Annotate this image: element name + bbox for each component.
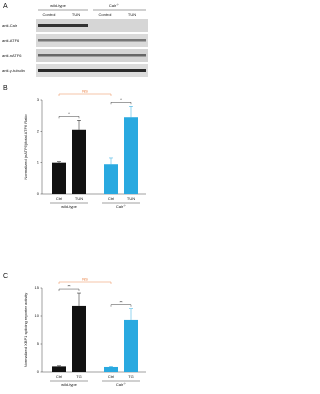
group-sup: -/-	[116, 2, 119, 6]
group-name: wild-type	[61, 204, 78, 209]
x-tick-label: TG	[76, 374, 82, 379]
x-tick-label: TUN	[127, 196, 135, 201]
error-bar	[129, 308, 133, 320]
x-tick-label: Ctrl	[108, 374, 114, 379]
figure: A wild-type Calr-/- Control TUN Control …	[2, 2, 148, 387]
y-tick-label: 0	[37, 369, 40, 374]
group-label: wild-type	[61, 382, 78, 387]
lane-label: Control	[99, 12, 112, 17]
y-tick-label: 10	[35, 313, 40, 318]
group-label: wild-type	[50, 3, 67, 8]
bar	[104, 164, 118, 194]
panel-label: C	[3, 273, 8, 280]
significance-bracket	[58, 93, 112, 96]
error-bar	[77, 120, 81, 130]
error-bar	[129, 106, 133, 118]
significance-label: NS	[82, 277, 88, 282]
group-name: Calr	[116, 382, 124, 387]
y-axis-label: Normalized XBP1 splicing reporter activi…	[23, 293, 28, 367]
significance-label: **	[119, 299, 123, 304]
significance-label: *	[120, 97, 122, 102]
group-name: Calr	[109, 3, 117, 8]
x-tick-label: Ctrl	[108, 196, 114, 201]
y-tick-label: 2	[37, 128, 40, 133]
significance-label: **	[67, 284, 71, 289]
blot	[36, 19, 148, 77]
error-bar	[109, 157, 113, 165]
panel-label: B	[3, 85, 8, 92]
bar	[52, 366, 66, 372]
group-sup: -/-	[123, 381, 126, 385]
significance-bracket	[58, 116, 80, 119]
panel-label: A	[3, 3, 8, 10]
error-bar	[57, 161, 61, 163]
row-label: anti-Calr	[2, 23, 18, 28]
group-name: Calr	[116, 204, 124, 209]
significance-label: NS	[82, 89, 88, 94]
panel-a: A wild-type Calr-/- Control TUN Control …	[2, 2, 148, 77]
group-label: Calr-/-	[109, 2, 119, 8]
y-axis-label: Normalized (nATF6)/total ATF6 Ratio	[23, 114, 28, 180]
y-tick-label: 5	[37, 341, 40, 346]
significance-bracket	[110, 102, 132, 105]
bar	[72, 305, 86, 372]
group-name: wild-type	[61, 382, 78, 387]
x-tick-label: TG	[128, 374, 134, 379]
y-tick-label: 1	[37, 160, 40, 165]
y-tick-label: 3	[37, 97, 40, 102]
error-bar	[77, 292, 81, 306]
lane-label: TUN	[72, 12, 80, 17]
significance-label: *	[68, 111, 70, 116]
y-tick-label: 15	[35, 285, 40, 290]
bar	[72, 129, 86, 194]
row-label: anti-ATF6	[2, 38, 20, 43]
significance-bracket	[58, 281, 112, 284]
bar	[104, 366, 118, 372]
bar	[124, 319, 138, 372]
y-tick-label: 0	[37, 191, 40, 196]
error-bar	[109, 366, 113, 367]
group-label: wild-type	[61, 204, 78, 209]
group-sup: -/-	[123, 203, 126, 207]
lane-label: Control	[43, 12, 56, 17]
x-tick-label: TUN	[75, 196, 83, 201]
significance-bracket	[58, 288, 80, 292]
group-label: Calr-/-	[116, 381, 126, 387]
error-bar	[57, 365, 61, 367]
x-tick-label: Ctrl	[56, 196, 62, 201]
row-label: anti-γ-tubulin	[2, 68, 25, 73]
row-label: anti-nATF6	[2, 53, 22, 58]
significance-bracket	[110, 304, 132, 307]
lane-label: TUN	[128, 12, 136, 17]
group-label: Calr-/-	[116, 203, 126, 209]
bar	[124, 117, 138, 194]
bar	[52, 162, 66, 194]
x-tick-label: Ctrl	[56, 374, 62, 379]
